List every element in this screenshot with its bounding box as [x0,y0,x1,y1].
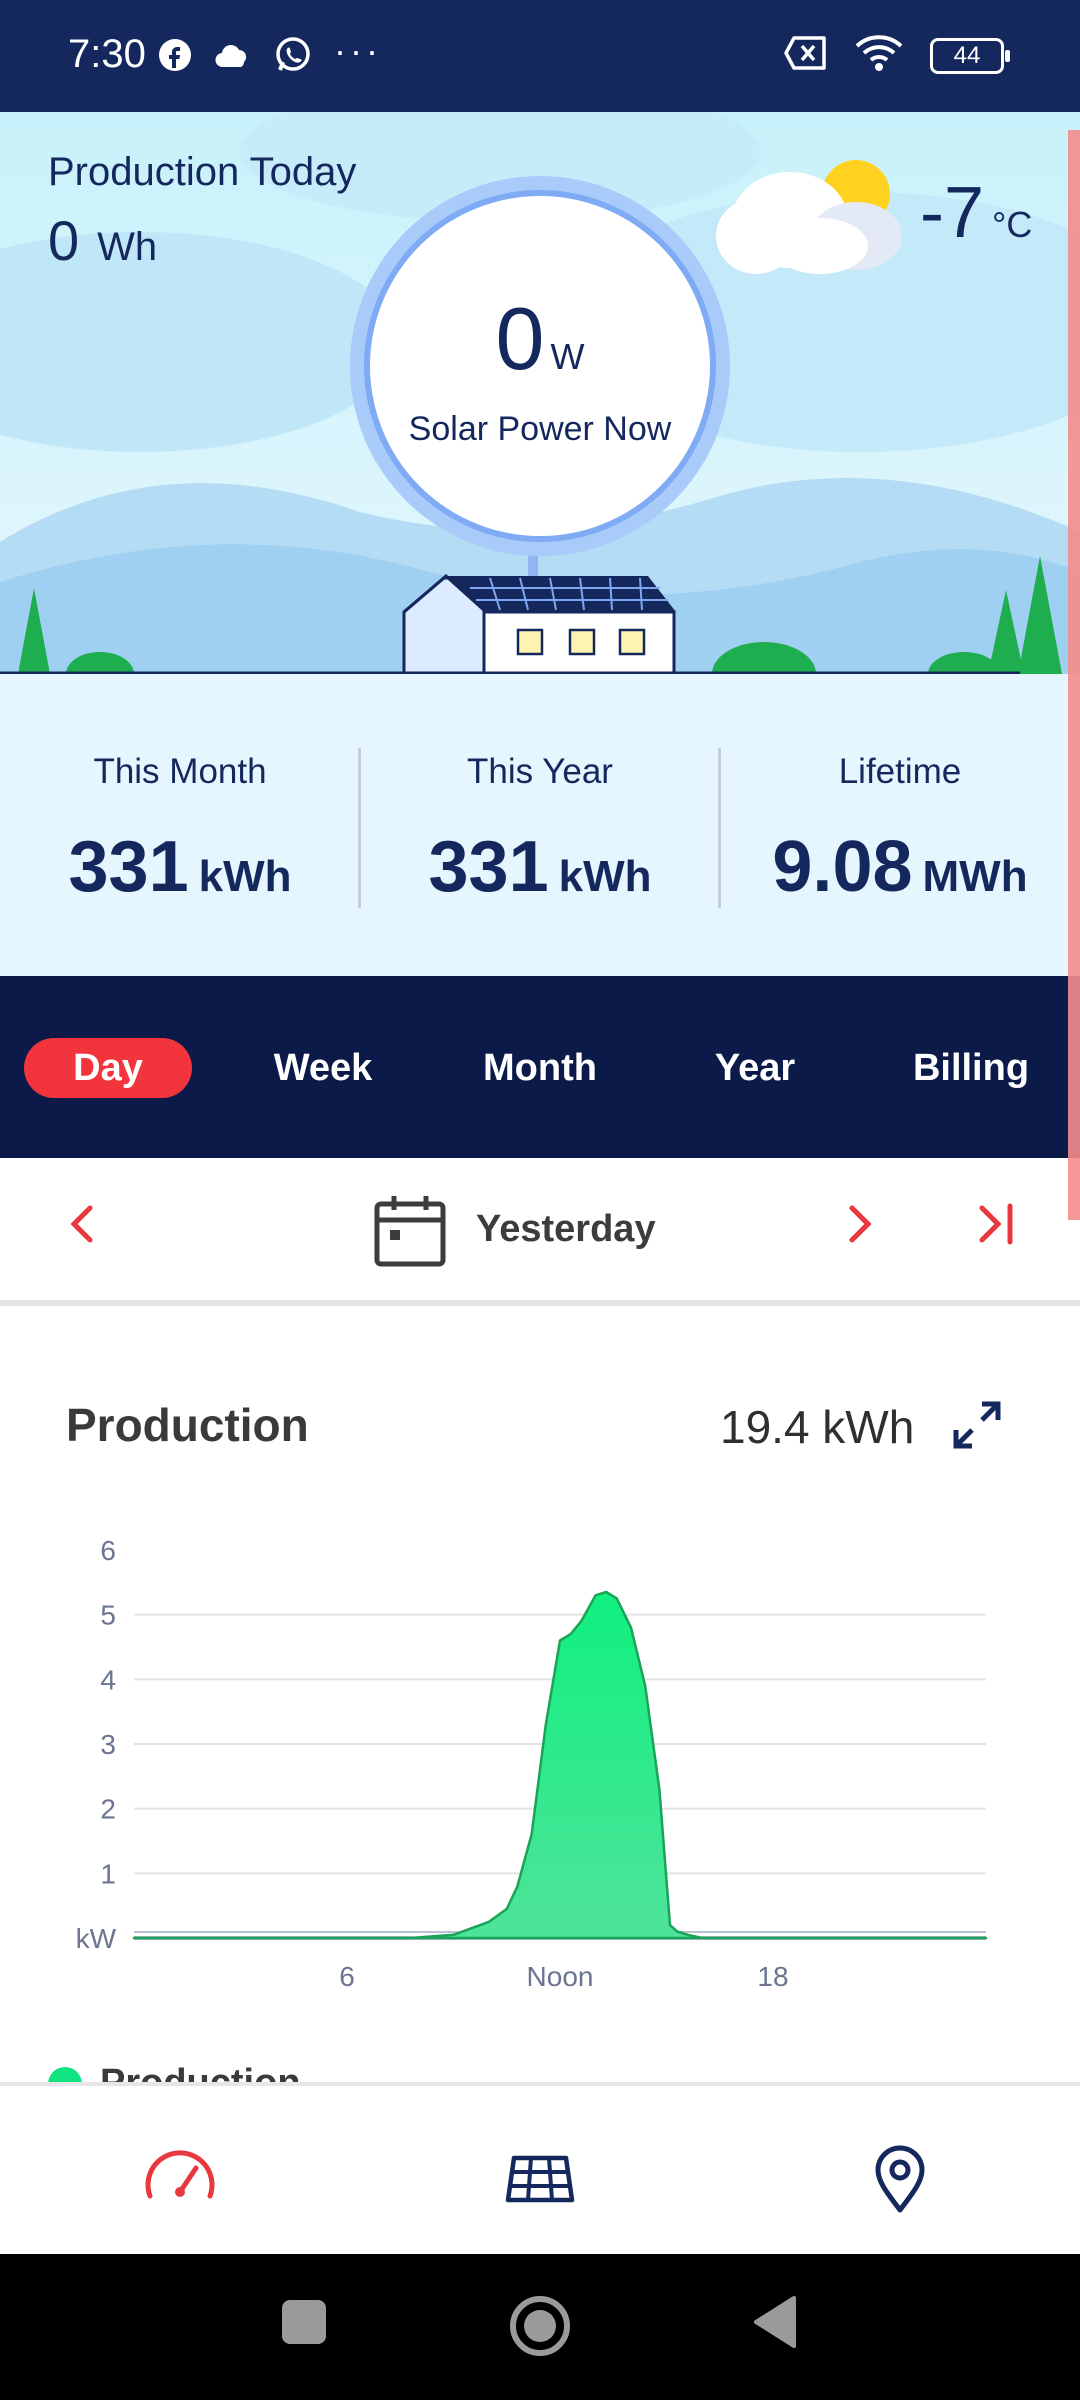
solar-power-label: Solar Power Now [408,410,672,448]
facebook-icon [158,38,192,77]
x-tick-label: 6 [339,1961,355,1990]
jump-to-latest-button[interactable] [972,1194,1022,1259]
status-time: 7:30 [68,32,146,76]
summary-divider [718,748,721,908]
next-day-button[interactable] [838,1194,882,1259]
lifetime-number: 9.08 [772,827,913,907]
nav-array-button[interactable] [500,2138,580,2218]
notification-icons: ··· [158,30,382,79]
calendar-icon[interactable] [372,1192,448,1273]
scroll-indicator [1068,130,1080,1220]
expand-chart-button[interactable] [952,1400,1002,1450]
lifetime-unit: MWh [922,852,1028,901]
circle-icon [510,2296,570,2356]
system-navigation-bar [0,2254,1080,2400]
previous-day-button[interactable] [60,1194,104,1259]
status-bar: 7:30 ··· 44 [0,0,1080,112]
solar-power-number: 0 [495,289,545,388]
this-year-value: 331 kWh [360,826,720,908]
wifi-icon [854,34,904,77]
temperature-unit: °C [992,204,1033,245]
cloud-icon [214,41,252,74]
house-illustration [402,574,676,674]
system-icons: 44 [784,34,1010,77]
solar-power-unit: W [550,336,585,377]
y-tick-label: 1 [100,1858,116,1889]
tab-day[interactable]: Day [24,1038,192,1098]
triangle-back-icon [754,2296,796,2348]
lifetime-value: 9.08 MWh [720,826,1080,908]
summary-this-month: This Month 331 kWh [0,752,360,908]
production-today-label: Production Today [48,150,357,194]
summary-lifetime: Lifetime 9.08 MWh [720,752,1080,908]
this-year-unit: kWh [558,852,652,901]
skip-to-end-icon [979,1203,1013,1245]
square-icon [282,2300,326,2344]
this-month-label: This Month [93,752,267,791]
production-chart[interactable]: kW 1 2 3 4 5 6 6 Noon 18 [0,1510,1080,1990]
production-area-series [132,1590,988,1940]
nav-dashboard-button[interactable] [140,2138,220,2218]
more-dots-icon: ··· [334,29,382,71]
back-button[interactable] [752,2296,796,2353]
speedometer-icon [145,2150,215,2199]
solar-panel-icon [505,2155,575,2203]
chevron-right-icon [849,1205,872,1243]
this-month-number: 331 [68,827,189,907]
date-navigator: Yesterday [0,1158,1080,1306]
this-year-label: This Year [467,752,613,791]
chevron-left-icon [70,1205,93,1243]
home-button[interactable] [508,2294,572,2363]
production-title: Production [66,1399,309,1451]
y-tick-label: 3 [100,1729,116,1760]
this-month-value: 331 kWh [0,826,360,908]
battery-icon: 44 [930,37,1010,74]
this-year-number: 331 [428,827,549,907]
tab-billing[interactable]: Billing [912,1047,1030,1089]
whatsapp-icon [274,36,312,79]
y-tick-label: 4 [100,1664,116,1695]
x-tick-label: 18 [757,1961,788,1990]
this-month-unit: kWh [198,852,292,901]
location-pin-icon [875,2145,925,2213]
tab-week[interactable]: Week [273,1047,373,1089]
y-tick-label: 2 [100,1794,116,1825]
lifetime-label: Lifetime [838,752,962,791]
no-sim-icon [784,35,828,76]
y-tick-label: kW [76,1923,117,1954]
y-tick-label: 6 [100,1535,116,1566]
production-today-value: 0 Wh [48,208,157,273]
energy-summary: This Month 331 kWh This Year 331 kWh Lifet… [0,674,1080,976]
expand-icon [953,1401,1001,1449]
y-tick-label: 5 [100,1600,116,1631]
x-tick-label: Noon [527,1961,594,1990]
production-today-number: 0 [48,209,80,272]
period-tabs: Day Week Month Year Billing [0,976,1080,1158]
production-today-unit: Wh [97,225,158,269]
partly-cloudy-icon [716,160,902,274]
nav-location-button[interactable] [860,2138,940,2218]
tab-year[interactable]: Year [714,1047,796,1089]
tab-month[interactable]: Month [483,1047,597,1089]
temperature: -7 °C [920,172,1032,254]
temperature-value: -7 [920,173,985,253]
recents-button[interactable] [282,2300,326,2349]
summary-this-year: This Year 331 kWh [360,752,720,908]
summary-divider [358,748,361,908]
selected-date-label[interactable]: Yesterday [476,1208,656,1250]
bottom-navigation [0,2082,1080,2254]
production-total: 19.4 kWh [720,1401,915,1453]
